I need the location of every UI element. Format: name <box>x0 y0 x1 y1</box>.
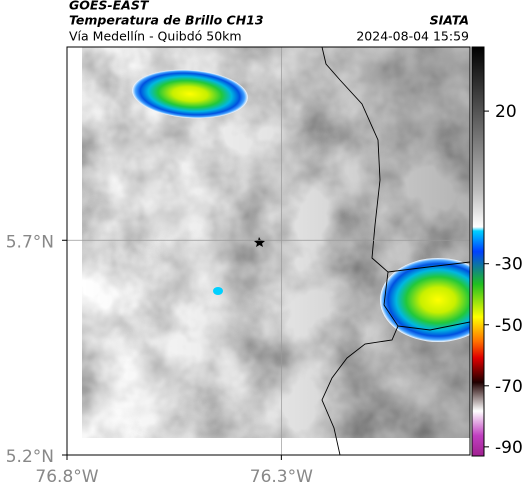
plot-frame <box>66 46 471 456</box>
y-tick-label: 5.2°N <box>6 447 54 467</box>
source: GOES-EAST <box>69 0 150 13</box>
colorbar-tick-label: -30 <box>495 255 523 275</box>
border <box>387 261 470 331</box>
subtitle: Vía Medellín - Quibdó 50km <box>69 29 242 44</box>
colorbar <box>471 46 485 457</box>
title: Temperatura de Brillo CH13 <box>69 13 264 28</box>
colorbar-tick-label: -90 <box>495 438 523 458</box>
location-marker <box>254 237 265 247</box>
satellite-image <box>82 47 470 455</box>
storm-cell <box>132 69 248 119</box>
colorbar-tick-label: 20 <box>495 102 517 122</box>
x-tick-label: 76.8°W <box>35 467 98 487</box>
colorbar-tick-label: -70 <box>495 377 523 397</box>
org: SIATA <box>430 13 469 28</box>
storm-cell <box>213 287 223 295</box>
border <box>321 47 399 455</box>
shade <box>82 47 470 438</box>
storm-cell <box>380 258 470 342</box>
colorbar-tick-label: -50 <box>495 316 523 336</box>
timestamp: 2024-08-04 15:59 <box>356 29 469 44</box>
x-tick-label: 76.3°W <box>250 467 313 487</box>
y-tick-label: 5.7°N <box>6 232 54 252</box>
